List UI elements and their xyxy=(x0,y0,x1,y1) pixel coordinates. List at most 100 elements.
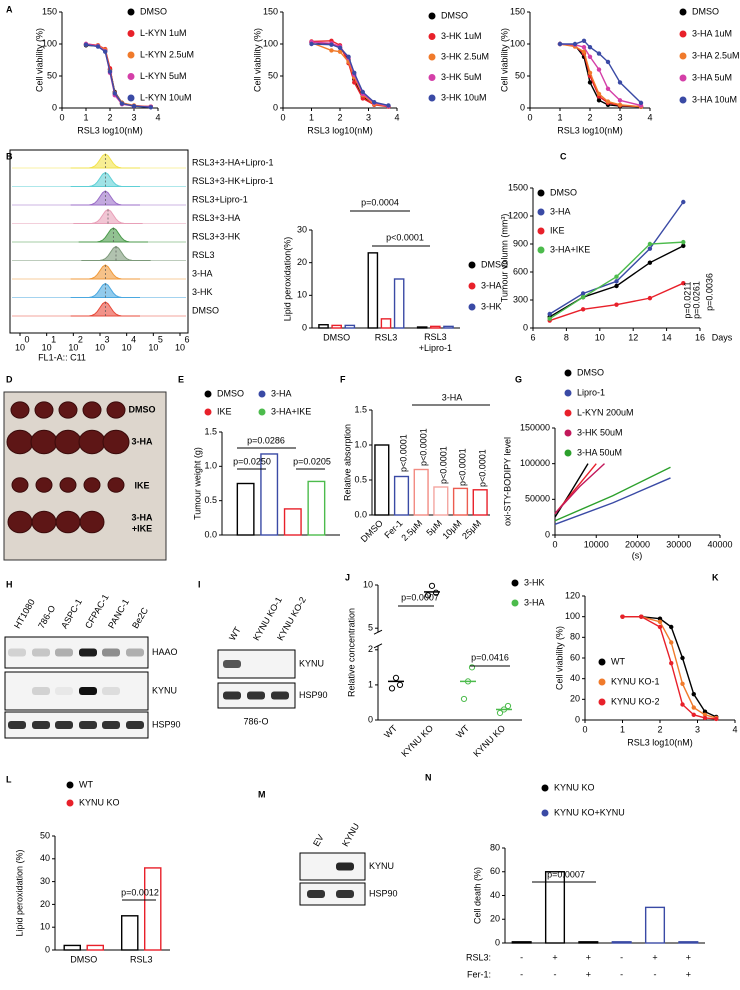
y-tick-label: 100000 xyxy=(520,458,550,468)
p-value: p<0.0001 xyxy=(418,428,428,466)
data-point xyxy=(396,681,404,689)
legend-marker xyxy=(679,30,687,38)
band xyxy=(126,648,144,657)
x-axis-label: Days xyxy=(712,332,733,342)
p-value: p<0.0001 xyxy=(457,448,467,486)
data-point xyxy=(547,316,552,321)
data-point xyxy=(714,716,719,722)
legend-label: 3-HK 2.5uM xyxy=(441,51,489,61)
legend-label: 3-HK xyxy=(481,301,502,311)
legend-marker xyxy=(428,33,436,40)
bar xyxy=(236,482,255,536)
data-point xyxy=(392,674,400,681)
x-tick-label: DMSO xyxy=(70,954,97,964)
axis-break xyxy=(373,629,383,635)
lane-label: PANC-1 xyxy=(106,597,131,630)
data-point xyxy=(638,100,644,106)
photo-label: DMSO xyxy=(129,404,156,414)
data-point xyxy=(581,38,587,43)
legend-marker xyxy=(541,784,549,792)
series-line xyxy=(554,466,671,522)
bar xyxy=(511,941,532,944)
x-tick-label: 4 xyxy=(647,112,652,122)
tumour xyxy=(58,401,78,419)
panel-label: I xyxy=(198,579,201,589)
y-tick-label: 0.5 xyxy=(204,495,217,505)
data-point xyxy=(580,307,586,312)
legend-label: KYNU KO-2 xyxy=(611,696,660,706)
data-point xyxy=(107,69,113,74)
y-tick-label: 10 xyxy=(40,922,50,932)
axis-break xyxy=(373,643,383,649)
legend-label: 3-HA 5uM xyxy=(692,72,732,82)
histogram xyxy=(78,227,148,243)
y-tick-label: 50 xyxy=(268,70,278,80)
x-tick-exponent: 2 xyxy=(78,334,83,344)
p-value: p=0.0286 xyxy=(247,435,285,445)
bar xyxy=(307,480,326,536)
bar xyxy=(380,318,392,329)
data-point xyxy=(596,98,602,103)
y-tick-label: 1 xyxy=(368,679,373,689)
bar xyxy=(472,489,488,516)
y-tick-label: 0 xyxy=(495,937,500,947)
data-point xyxy=(620,614,625,619)
bar xyxy=(413,468,429,516)
y-tick-label: 10 xyxy=(297,290,307,300)
row-label: DMSO xyxy=(192,305,219,315)
row-label: RSL3+3-HA+Lipro-1 xyxy=(192,157,274,167)
data-point xyxy=(496,709,504,717)
histogram xyxy=(70,301,140,317)
bar xyxy=(443,325,454,329)
legend-label: KYNU KO xyxy=(554,782,595,792)
panel-label: D xyxy=(6,374,13,384)
x-tick-exponent: 1 xyxy=(51,334,56,344)
data-point xyxy=(504,702,512,710)
y-tick-label: 20 xyxy=(297,257,307,267)
data-point xyxy=(131,103,137,109)
y-axis-label: Cell death (%) xyxy=(472,867,482,924)
bar xyxy=(344,324,356,329)
tumour xyxy=(107,477,125,493)
tumour xyxy=(54,429,82,455)
legend-label: KYNU KO xyxy=(79,797,120,807)
band xyxy=(336,890,354,898)
band xyxy=(102,687,120,695)
x-tick-label: DMSO xyxy=(359,518,385,544)
legend-marker xyxy=(541,809,549,817)
histogram xyxy=(70,171,140,187)
blot-box xyxy=(4,711,149,739)
y-tick-label: 30 xyxy=(40,876,50,886)
data-point xyxy=(386,103,391,108)
band xyxy=(223,691,241,700)
y-tick-label: 1.5 xyxy=(204,426,217,436)
data-point xyxy=(647,260,653,265)
series-line xyxy=(311,43,389,107)
data-point xyxy=(572,41,578,47)
y-axis-label: oxi-STY-BODIPY level xyxy=(502,437,512,526)
legend-marker xyxy=(679,52,687,60)
band xyxy=(79,648,97,657)
y-axis-label: Lipid peroxidation (%) xyxy=(14,849,24,936)
band-label: KYNU xyxy=(369,861,394,871)
x-tick-label: 4 xyxy=(394,112,399,122)
band xyxy=(247,691,265,700)
data-point xyxy=(309,41,314,47)
y-tick-label: 120 xyxy=(565,590,580,600)
condition-sign: + xyxy=(586,969,591,979)
x-tick-label: 0 xyxy=(582,724,587,734)
y-axis-label: Cell viability (%) xyxy=(252,28,262,92)
x-tick-label: 3 xyxy=(617,112,622,122)
y-tick-label: 0 xyxy=(545,529,550,539)
histogram xyxy=(70,282,140,298)
legend-label: 3-HK xyxy=(524,577,545,587)
data-point xyxy=(605,59,611,65)
y-tick-label: 30 xyxy=(297,224,307,234)
legend-label: 3-HA 50uM xyxy=(577,447,622,457)
panel-label: M xyxy=(258,789,266,799)
legend-label: DMSO xyxy=(481,259,508,269)
series-line xyxy=(554,477,671,525)
series-line xyxy=(549,201,684,315)
lane-label: HT1080 xyxy=(12,597,37,630)
data-point xyxy=(617,102,623,108)
